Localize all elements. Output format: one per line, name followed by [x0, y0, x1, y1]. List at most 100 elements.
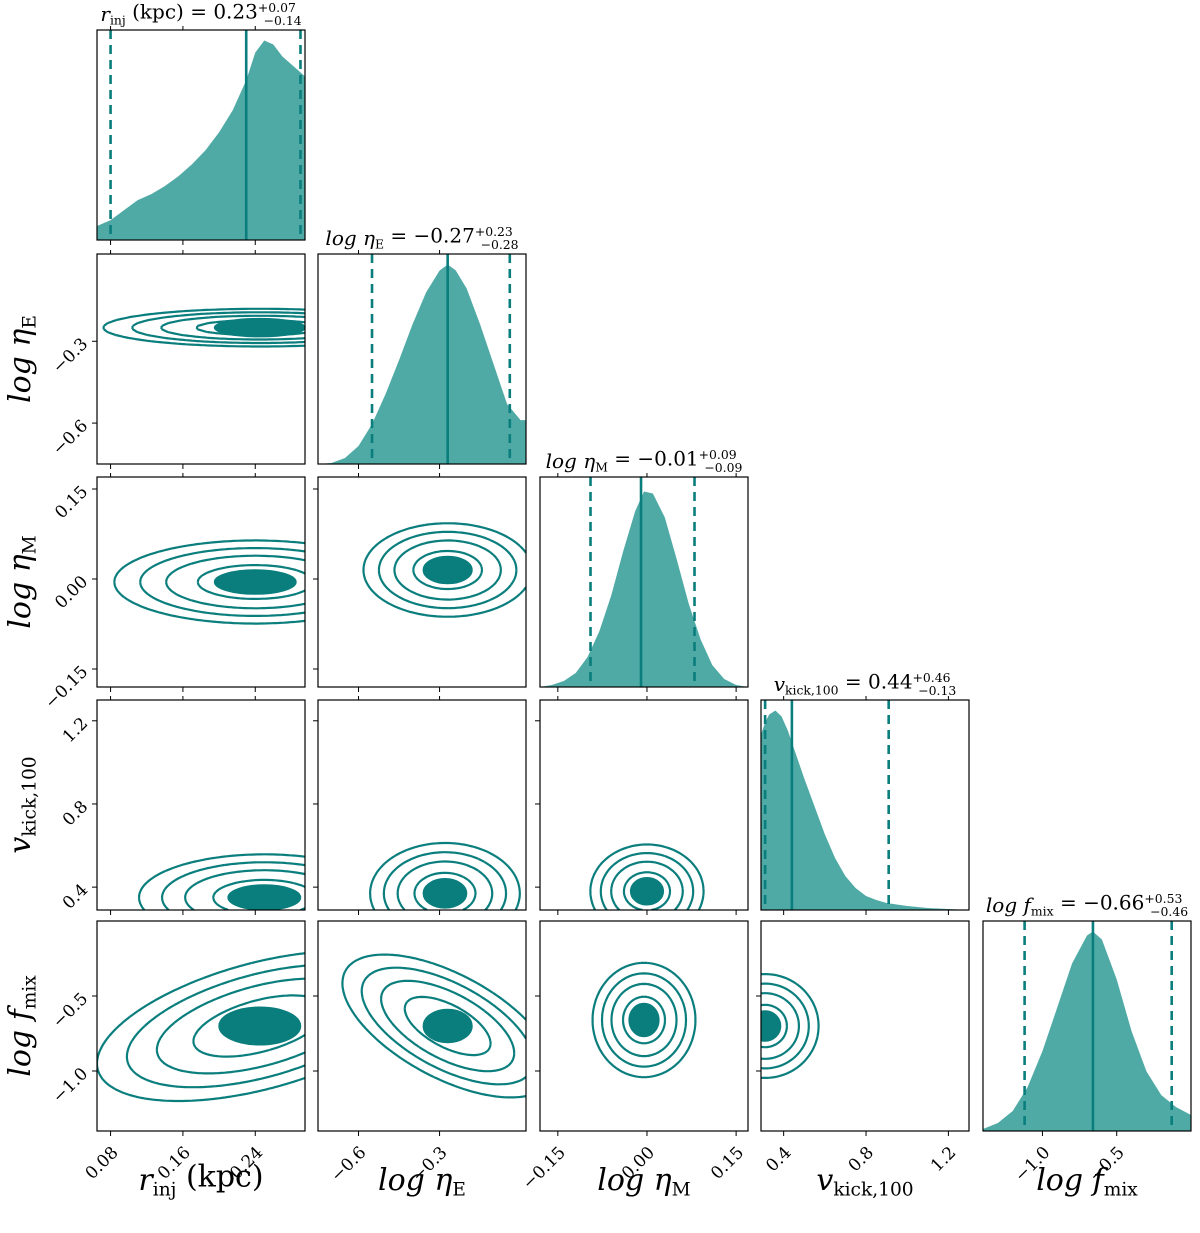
x-axis-label-rinj-sub: inj	[153, 1180, 177, 1201]
y-tick-label-etaM: 0.15	[51, 482, 92, 523]
contour-level-1	[621, 995, 667, 1045]
x-tick-label-vkick: 0.4	[762, 1143, 795, 1176]
panel-title-etaE: log ηE = −0.27+0.23 −0.28	[325, 224, 518, 252]
contour-level-4	[761, 973, 820, 1079]
contour-core	[213, 569, 297, 595]
x-tick-label-rinj: 0.08	[82, 1143, 123, 1184]
x-axis-label-fmix-main: log f	[1036, 1163, 1108, 1198]
contour-level-3	[125, 964, 305, 1089]
panel-etaM-etaM: log ηM = −0.01+0.09 −0.09	[539, 447, 749, 692]
title-value-etaE: −0.27	[414, 224, 475, 248]
panel-title-etaM-sub: M	[595, 460, 608, 475]
y-axis-label-fmix-main: log f	[3, 1004, 38, 1076]
contours-etaM-etaE	[362, 522, 526, 618]
y-axis-label-fmix-sub: mix	[20, 975, 41, 1010]
panel-frame	[760, 699, 970, 911]
contours-fmix-etaM	[591, 961, 697, 1079]
title-err-plus-etaE: +0.23	[475, 224, 513, 239]
contour-level-2	[610, 982, 678, 1058]
y-axis-label-etaM-main: log η	[3, 554, 38, 628]
contour-level-3	[599, 852, 695, 910]
panel-title-rinj-suffix: (kpc)	[126, 0, 184, 24]
panel-title-rinj: rinj (kpc) = 0.23+0.07 −0.14	[100, 0, 301, 28]
histogram-area-rinj	[97, 40, 305, 240]
contour-core	[213, 317, 305, 338]
contour-core	[218, 1006, 302, 1046]
contour-level-2	[155, 977, 305, 1075]
panel-frame	[539, 476, 749, 688]
panel-fmix-fmix: log fmix = −0.66+0.53 −0.46	[982, 891, 1192, 1136]
title-err-plus-etaM: +0.09	[699, 447, 737, 462]
title-equals-etaM: =	[608, 447, 637, 471]
contour-core	[422, 1008, 473, 1044]
title-value-rinj: 0.23	[213, 0, 258, 24]
x-axis-label-etaM-sub: M	[672, 1180, 691, 1201]
panel-title-etaE-sub: E	[375, 237, 384, 252]
y-tick-label-etaM: −0.15	[41, 662, 92, 713]
title-err-plus-fmix: +0.53	[1144, 891, 1182, 906]
x-tick-label-etaE: −0.6	[327, 1143, 370, 1186]
panel-title-fmix-main: log f	[986, 893, 1035, 917]
contour-level-1	[403, 995, 492, 1057]
y-tick-label-vkick: 1.2	[59, 714, 92, 747]
y-tick-label-fmix: −1.0	[49, 1064, 92, 1107]
x-axis-label-rinj: rinj (kpc)	[138, 1160, 263, 1201]
contour-level-2	[396, 860, 494, 910]
contour-core	[761, 1010, 782, 1042]
panel-frame	[96, 920, 306, 1132]
panel-title-rinj-sub: inj	[110, 13, 126, 28]
contours-vkick-rinj	[137, 853, 305, 910]
panel-title-etaE-main: log η	[325, 226, 375, 250]
y-axis-label-etaM: log ηM	[3, 535, 41, 628]
x-axis-label-fmix-sub: mix	[1104, 1180, 1139, 1201]
title-value-fmix: −0.66	[1083, 891, 1144, 915]
contours-vkick-etaE	[369, 841, 521, 910]
panel-frame	[982, 920, 1192, 1132]
contour-level-1	[622, 871, 672, 910]
contour-core	[422, 555, 473, 585]
title-equals-fmix: =	[1054, 891, 1083, 915]
contour-core	[629, 877, 665, 906]
panel-title-vkick-main: v	[774, 672, 786, 696]
panel-fmix-etaM	[535, 920, 749, 1136]
panel-etaM-etaE	[313, 473, 527, 692]
panel-vkick-etaE	[313, 696, 527, 915]
panel-frame	[317, 476, 527, 688]
contour-level-4	[113, 539, 305, 625]
title-err-minus-rinj: −0.14	[264, 13, 302, 28]
panel-frame	[317, 699, 527, 911]
panel-title-fmix-sub: mix	[1031, 904, 1054, 919]
title-err-minus-vkick: −0.13	[918, 683, 956, 698]
contour-level-1	[412, 549, 484, 591]
x-axis-label-etaE-sub: E	[452, 1180, 466, 1201]
panel-rinj-rinj: rinj (kpc) = 0.23+0.07 −0.14	[96, 0, 306, 245]
panel-fmix-rinj	[92, 920, 306, 1136]
x-axis-label-vkick-main: v	[816, 1163, 833, 1198]
panel-frame	[96, 699, 306, 911]
contours-etaE-rinj	[102, 307, 305, 348]
y-axis-label-fmix: log fmix	[3, 975, 41, 1077]
histogram-fmix	[983, 921, 1191, 1131]
title-err-minus-etaM: −0.09	[704, 460, 742, 475]
contour-level-3	[139, 547, 305, 617]
contour-level-2	[184, 869, 305, 910]
title-equals-vkick: =	[839, 670, 868, 694]
contour-level-4	[341, 953, 526, 1099]
contour-level-4	[137, 853, 305, 910]
panel-frame	[760, 920, 970, 1132]
title-err-minus-etaE: −0.28	[481, 237, 519, 252]
title-err-plus-rinj: +0.07	[258, 0, 296, 15]
histogram-area-etaE	[318, 264, 526, 464]
histogram-rinj	[97, 30, 305, 240]
contour-level-4	[589, 843, 705, 910]
contour-core	[227, 884, 302, 910]
contour-level-2	[380, 979, 516, 1073]
panel-vkick-rinj	[92, 696, 306, 915]
contours-etaM-rinj	[113, 539, 305, 625]
panel-title-fmix: log fmix = −0.66+0.53 −0.46	[986, 891, 1188, 919]
contour-level-3	[377, 530, 518, 610]
contours-fmix-etaE	[341, 953, 526, 1099]
y-tick-label-etaM: 0.00	[51, 572, 92, 613]
contour-level-2	[165, 554, 305, 610]
